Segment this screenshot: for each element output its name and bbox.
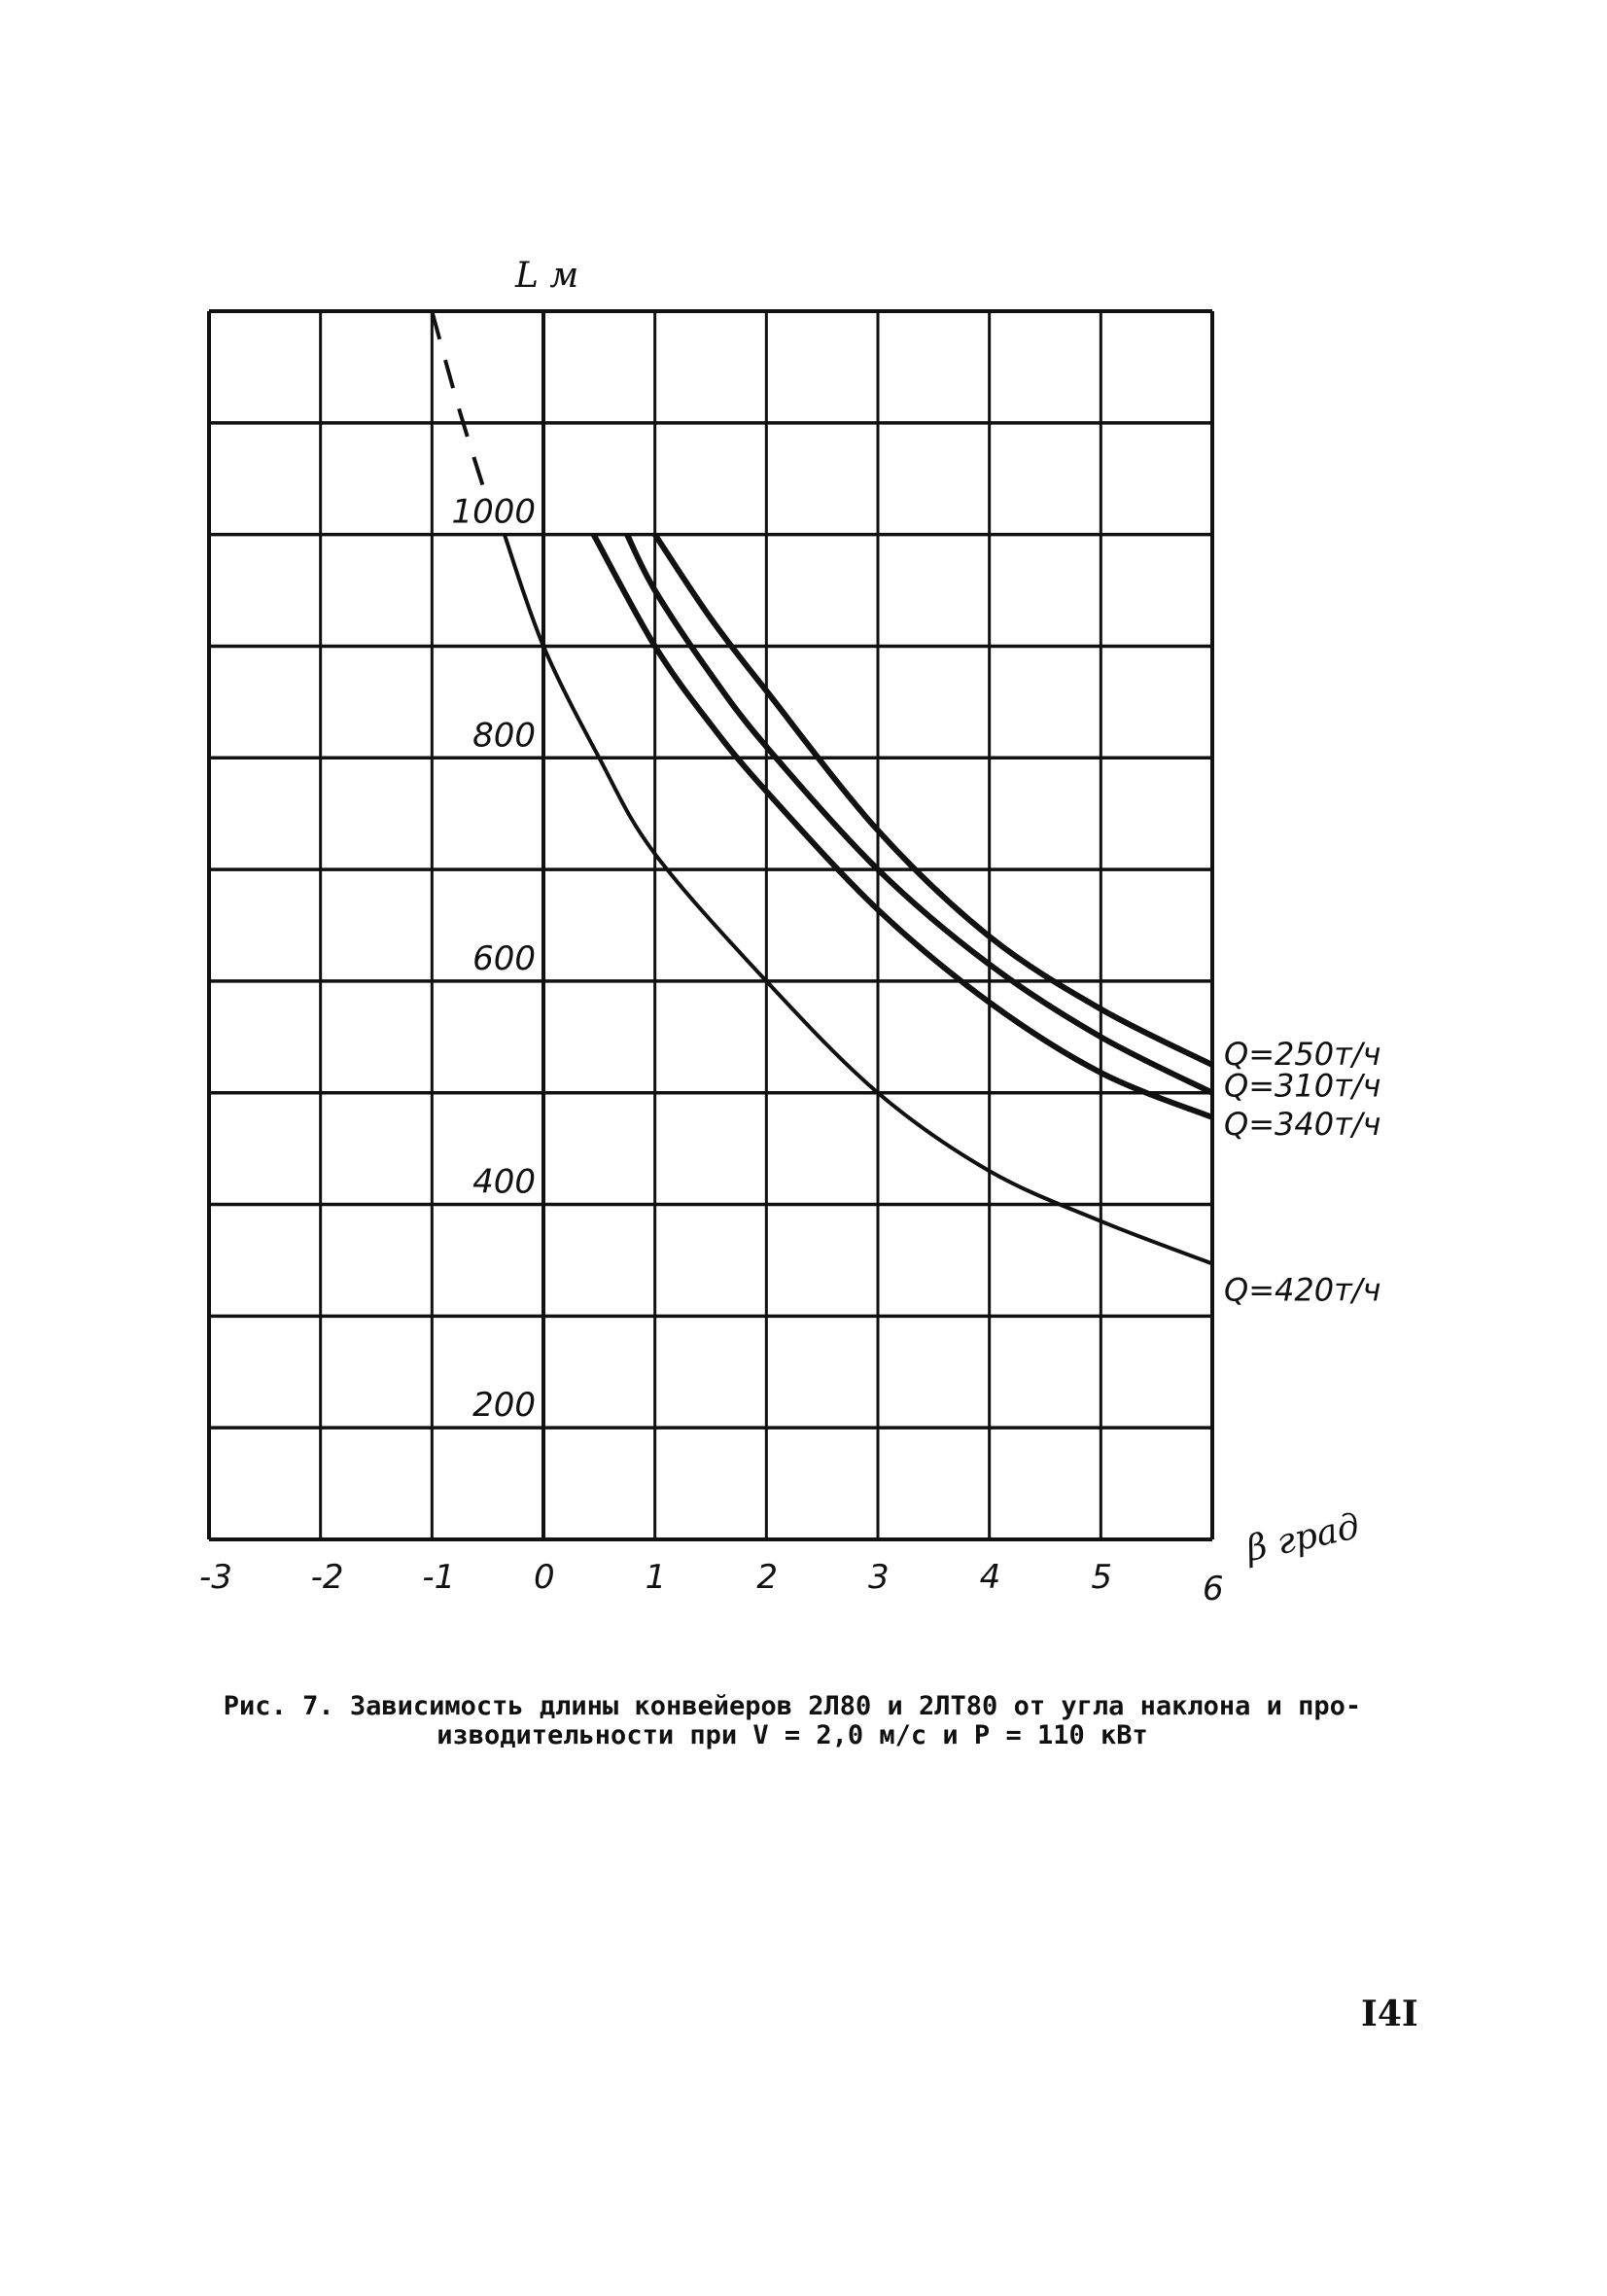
series-label: Q=250т/ч bbox=[1224, 1036, 1380, 1073]
y-tick-label: 800 bbox=[472, 716, 536, 755]
caption-line-1: Рис. 7. Зависимость длины конвейеров 2Л8… bbox=[223, 1691, 1362, 1721]
series-line bbox=[652, 532, 1214, 1068]
caption-line-2: изводительности при V = 2,0 м/с и P = 11… bbox=[437, 1720, 1148, 1750]
y-axis-label: L м bbox=[514, 256, 578, 296]
x-tick-label: 0 bbox=[534, 1558, 555, 1597]
figure-caption: Рис. 7. Зависимость длины конвейеров 2Л8… bbox=[146, 1692, 1439, 1750]
series-label: Q=340т/ч bbox=[1224, 1106, 1380, 1143]
labels: -3 -2 -1 0 1 2 3 4 5 61000800600400200Q=250т/чQ=3… bbox=[199, 493, 1380, 1608]
series-label: Q=420т/ч bbox=[1224, 1271, 1380, 1308]
x-axis-label: β град bbox=[1240, 1506, 1363, 1570]
series-line bbox=[624, 533, 1214, 1096]
series-line bbox=[502, 533, 1213, 1266]
x-tick-label: 1 bbox=[646, 1558, 667, 1597]
y-tick-label: 600 bbox=[472, 939, 536, 978]
x-tick-label: 5 bbox=[1091, 1558, 1112, 1597]
series-label: Q=310т/ч bbox=[1224, 1068, 1380, 1105]
grid bbox=[207, 309, 1214, 1541]
series-line bbox=[590, 533, 1214, 1120]
y-tick-label: 400 bbox=[472, 1163, 536, 1202]
x-tick-label: -2 bbox=[311, 1558, 344, 1597]
x-tick-label: -3 bbox=[199, 1558, 232, 1597]
x-tick-label: 4 bbox=[980, 1558, 1001, 1597]
y-tick-label: 1000 bbox=[451, 493, 536, 532]
page-number: I4I bbox=[1361, 1994, 1418, 2034]
x-tick-label: 2 bbox=[756, 1558, 778, 1597]
x-tick-label: 6 bbox=[1203, 1570, 1224, 1608]
x-tick-label: 3 bbox=[868, 1558, 890, 1597]
series-extrapolation-dashed bbox=[430, 310, 490, 502]
x-tick-label: -1 bbox=[422, 1558, 455, 1597]
y-tick-label: 200 bbox=[472, 1386, 536, 1425]
curves bbox=[430, 310, 1214, 1266]
